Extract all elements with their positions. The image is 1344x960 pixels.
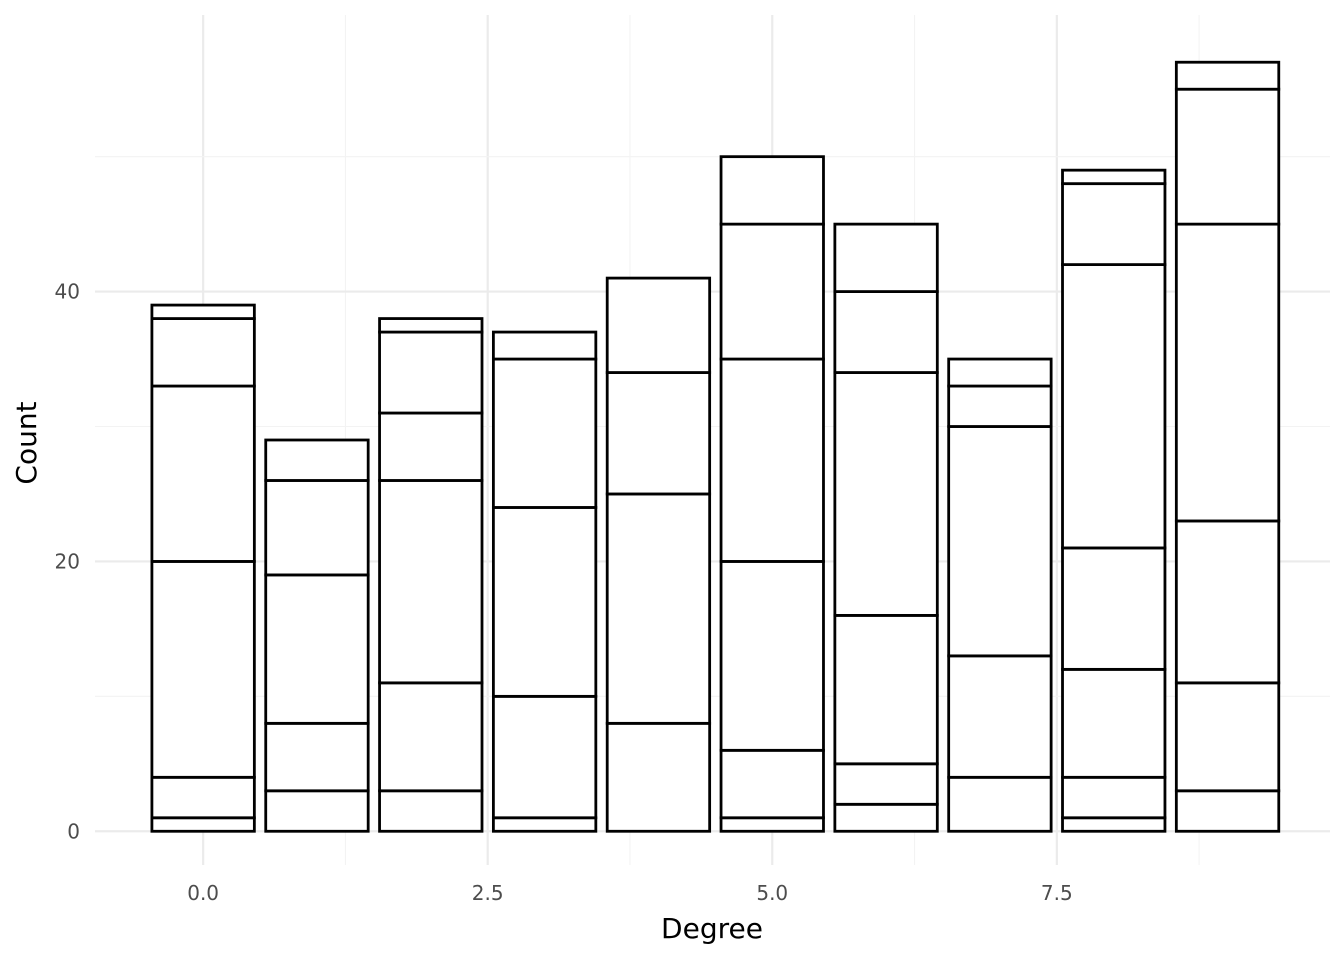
bar-3 bbox=[491, 330, 598, 833]
bar-segment bbox=[150, 317, 256, 388]
bar-segment bbox=[605, 492, 712, 725]
bar-segment bbox=[264, 789, 370, 833]
bar-segment bbox=[1061, 546, 1167, 671]
bar-segment bbox=[947, 775, 1053, 833]
bar-segment bbox=[1061, 816, 1167, 833]
bar-8 bbox=[1061, 168, 1167, 833]
x-tick-label: 2.5 bbox=[472, 881, 504, 905]
bar-segment bbox=[378, 789, 484, 833]
x-tick-label: 7.5 bbox=[1041, 881, 1073, 905]
bar-segment bbox=[264, 573, 370, 725]
bar-segment bbox=[1174, 60, 1281, 91]
bar-segment bbox=[605, 276, 712, 374]
bar-segment bbox=[719, 816, 825, 833]
bar-segment bbox=[1174, 519, 1281, 685]
bar-2 bbox=[378, 317, 484, 833]
bar-segment bbox=[1174, 87, 1281, 226]
bar-5 bbox=[719, 155, 825, 833]
y-tick-label: 20 bbox=[55, 549, 80, 573]
bar-segment bbox=[1174, 681, 1281, 793]
bar-segment bbox=[491, 357, 598, 509]
bar-segment bbox=[378, 330, 484, 415]
bar-6 bbox=[833, 222, 939, 833]
x-axis-title: Degree bbox=[661, 912, 763, 945]
bar-segment bbox=[150, 303, 256, 320]
bar-0 bbox=[150, 303, 256, 833]
bar-segment bbox=[378, 681, 484, 793]
x-tick-label: 0.0 bbox=[187, 881, 219, 905]
bar-segment bbox=[833, 371, 939, 617]
bar-segment bbox=[605, 721, 712, 833]
bar-segment bbox=[833, 762, 939, 806]
bar-segment bbox=[719, 155, 825, 226]
bar-segment bbox=[1061, 667, 1167, 779]
bar-1 bbox=[264, 438, 370, 833]
bar-segment bbox=[150, 775, 256, 820]
bar-segment bbox=[491, 330, 598, 361]
bar-segment bbox=[378, 411, 484, 482]
x-tick-labels: 0.0 2.5 5.0 7.5 bbox=[187, 881, 1072, 905]
bar-segment bbox=[719, 560, 825, 752]
y-axis-title: Count bbox=[10, 401, 43, 484]
bar-segment bbox=[264, 438, 370, 482]
bar-segment bbox=[378, 479, 484, 685]
bar-segment bbox=[150, 560, 256, 779]
bar-segment bbox=[1061, 182, 1167, 267]
bar-segment bbox=[1061, 263, 1167, 550]
bar-segment bbox=[491, 506, 598, 698]
bar-segment bbox=[719, 222, 825, 361]
bar-7 bbox=[947, 357, 1053, 833]
y-tick-labels: 0 20 40 bbox=[55, 280, 80, 844]
bar-segment bbox=[947, 384, 1053, 428]
x-tick-label: 5.0 bbox=[756, 881, 788, 905]
bar-segment bbox=[719, 357, 825, 563]
bar-segment bbox=[833, 613, 939, 766]
bar-segment bbox=[264, 721, 370, 793]
bar-segment bbox=[605, 371, 712, 496]
bar-segment bbox=[1174, 789, 1281, 833]
bar-segment bbox=[150, 816, 256, 833]
bar-segment bbox=[491, 816, 598, 833]
bar-segment bbox=[150, 384, 256, 563]
bar-segment bbox=[378, 317, 484, 334]
bar-segment bbox=[833, 222, 939, 293]
bars bbox=[150, 60, 1281, 833]
bar-segment bbox=[1061, 168, 1167, 186]
bar-segment bbox=[833, 290, 939, 374]
bar-segment bbox=[1061, 775, 1167, 820]
bar-segment bbox=[1174, 222, 1281, 523]
bar-9 bbox=[1174, 60, 1281, 833]
bar-segment bbox=[719, 748, 825, 820]
bar-segment bbox=[947, 357, 1053, 388]
bar-segment bbox=[264, 479, 370, 577]
y-tick-label: 0 bbox=[67, 819, 80, 843]
bar-4 bbox=[605, 276, 712, 833]
bar-segment bbox=[947, 425, 1053, 658]
bar-segment bbox=[947, 654, 1053, 779]
y-tick-label: 40 bbox=[55, 280, 80, 304]
bar-segment bbox=[833, 802, 939, 833]
bar-segment bbox=[491, 694, 598, 820]
